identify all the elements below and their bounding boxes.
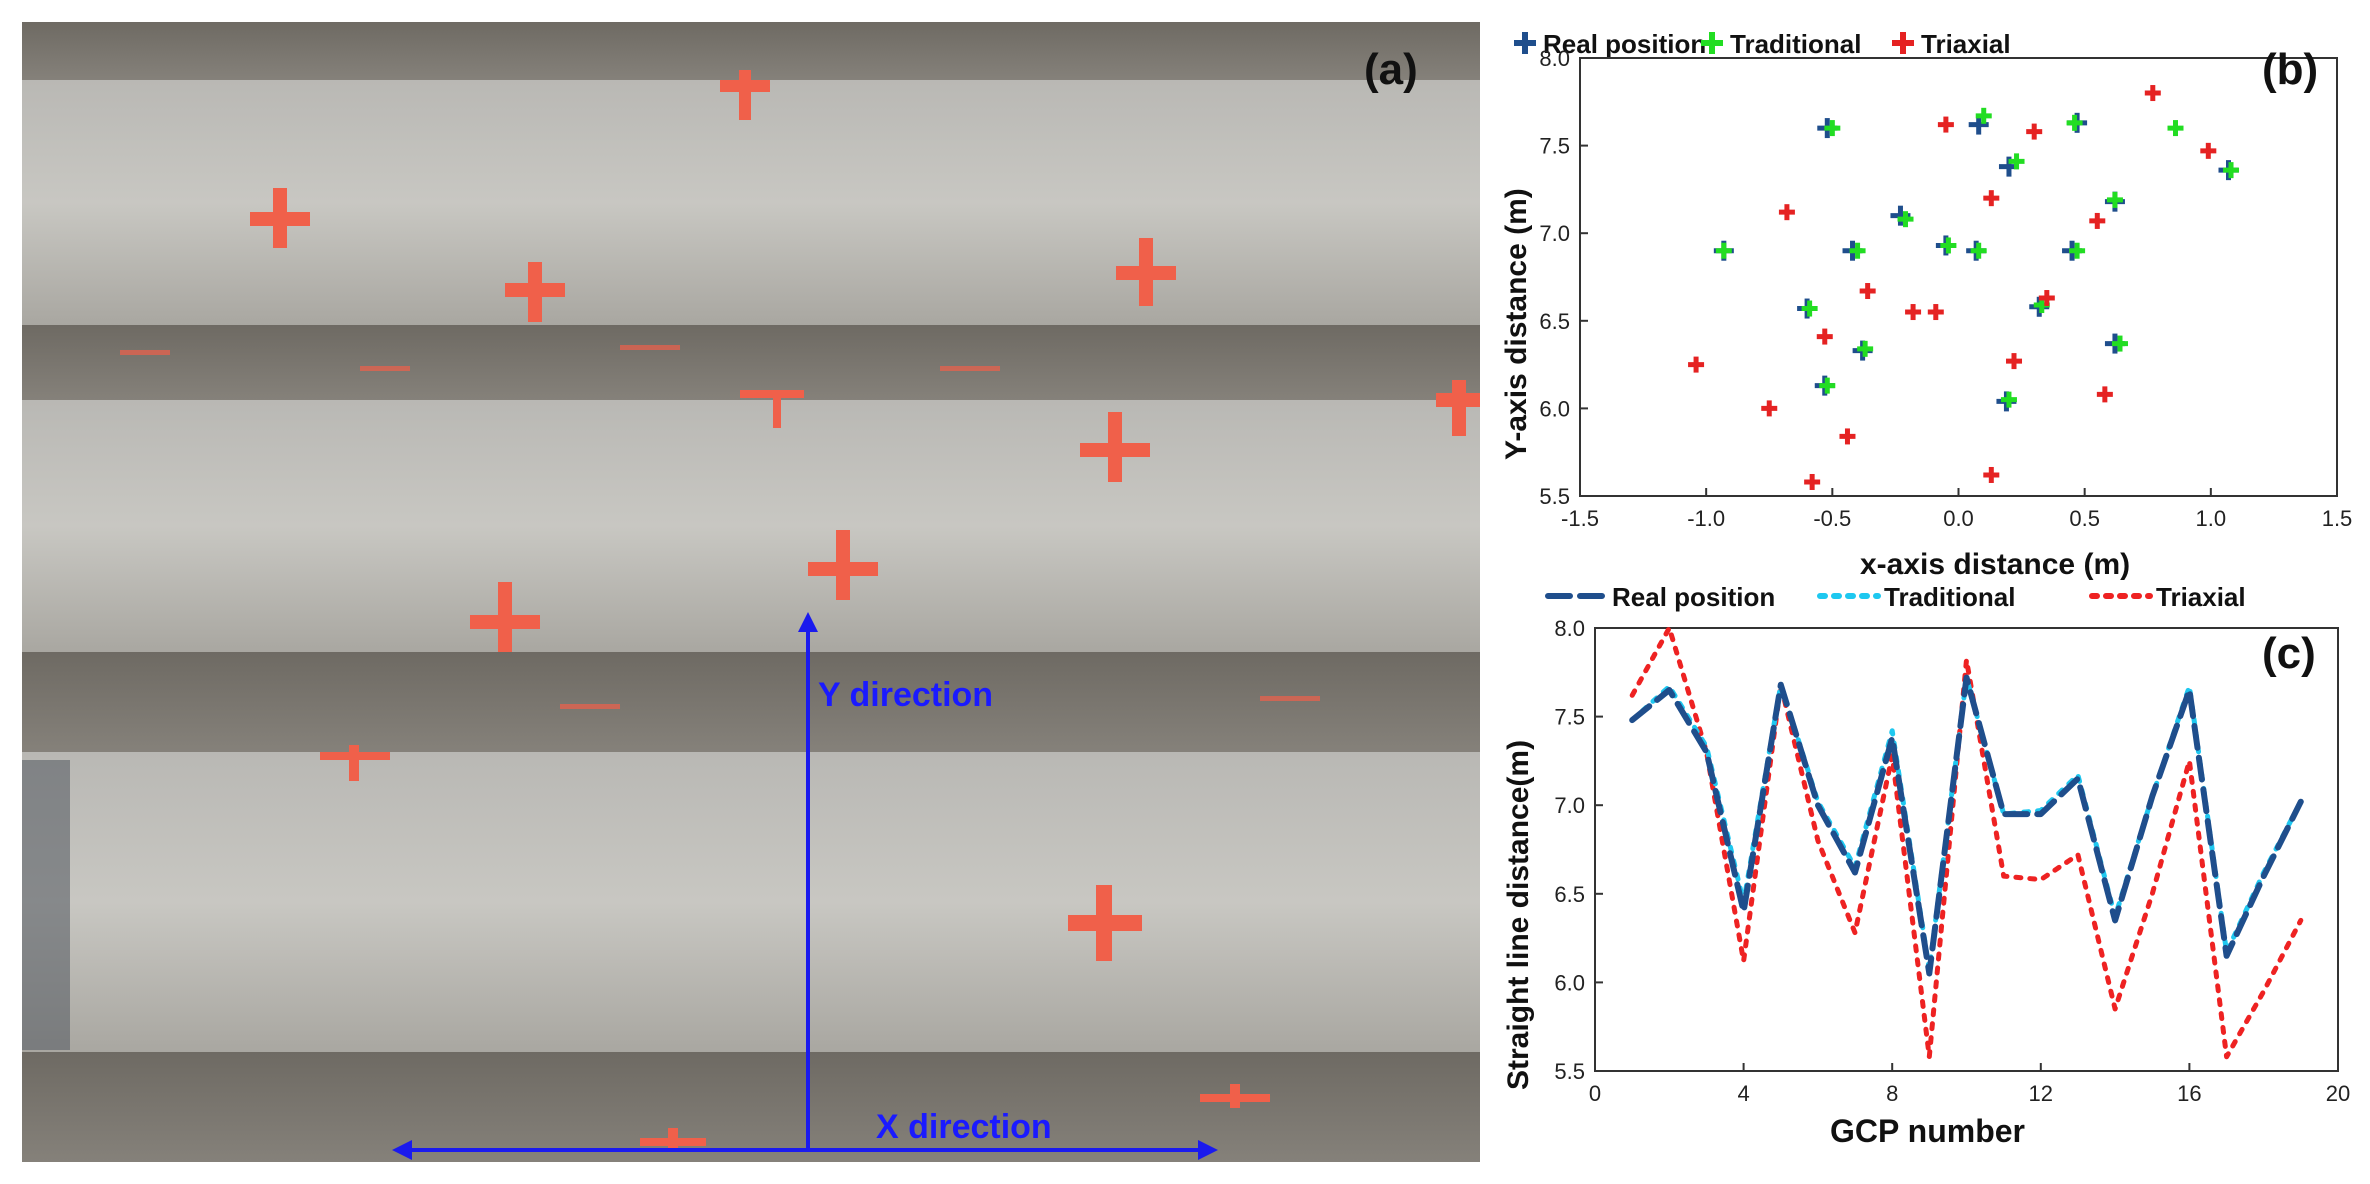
legend-label-c: Real position [1612, 582, 1775, 612]
point-triaxial [1816, 328, 1833, 345]
point-traditional [1970, 242, 1987, 259]
point-triaxial [2200, 142, 2217, 159]
legend-label-c: Traditional [1884, 582, 2015, 612]
point-triaxial [2006, 353, 2023, 370]
point-triaxial [2144, 85, 2161, 102]
y-tick-label-b: 7.0 [1539, 221, 1570, 246]
x-direction-label: X direction [876, 1108, 1052, 1146]
point-traditional [1975, 107, 1992, 124]
legend-label-b: Triaxial [1921, 29, 2011, 59]
point-traditional [1801, 300, 1818, 317]
points-b [1688, 85, 2240, 490]
point-traditional [1715, 242, 1732, 259]
x-tick-label-b: 1.5 [2322, 506, 2353, 531]
point-traditional [2000, 391, 2017, 408]
ticks-c: 0 4 8 12 16 20 5.5 6.0 6.5 7.0 7.5 8.0 [1554, 616, 2350, 1106]
point-triaxial [1859, 283, 1876, 300]
y-tick-label-b: 6.0 [1539, 396, 1570, 421]
point-traditional [1824, 120, 1841, 137]
x-tick-label-b: 1.0 [2196, 506, 2227, 531]
y-tick-label-c: 7.0 [1554, 793, 1585, 818]
panel-a-label: (a) [1364, 45, 1418, 94]
x-axis-title-c: GCP number [1830, 1113, 2025, 1149]
y-tick-label-b: 8.0 [1539, 46, 1570, 71]
y-axis-title-b: Y-axis distance (m) [1500, 188, 1533, 460]
point-traditional [1819, 377, 1836, 394]
point-traditional [1940, 237, 1957, 254]
series-line-real-position [1629, 674, 2304, 977]
legend-b: Real position Traditional Triaxial [1514, 29, 2011, 59]
y-direction-label: Y direction [818, 676, 993, 714]
x-tick-label-c: 16 [2177, 1081, 2201, 1106]
ticks-b: -1.5 -1.0 -0.5 0.0 0.5 1.0 1.5 5.5 6.0 6.5 7.0 7.5 8… [1539, 46, 2352, 531]
lines-c [1629, 625, 2304, 1060]
x-tick-label-b: -1.5 [1561, 506, 1599, 531]
y-tick-label-c: 6.0 [1554, 970, 1585, 995]
point-triaxial [2096, 386, 2113, 403]
point-triaxial [1804, 473, 1821, 490]
x-tick-label-b: -1.0 [1687, 506, 1725, 531]
point-triaxial [1937, 116, 1954, 133]
point-triaxial [2038, 290, 2055, 307]
point-traditional [2069, 242, 2086, 259]
plot-frame-c [1594, 627, 2339, 1072]
x-tick-label-b: 0.0 [1943, 506, 1974, 531]
point-triaxial [1983, 466, 2000, 483]
y-axis-title-c: Straight line distance(m) [1502, 740, 1535, 1090]
x-tick-label-b: -0.5 [1813, 506, 1851, 531]
x-axis-title-b: x-axis distance (m) [1860, 548, 2130, 581]
legend-marker-b [1701, 32, 1723, 54]
point-traditional [2223, 162, 2240, 179]
point-traditional [2111, 335, 2128, 352]
point-traditional [1849, 242, 1866, 259]
y-tick-label-b: 5.5 [1539, 484, 1570, 509]
y-tick-label-c: 5.5 [1554, 1059, 1585, 1084]
point-traditional [1857, 340, 1874, 357]
panel-b-label: (b) [2262, 45, 2318, 94]
point-triaxial [2089, 212, 2106, 229]
x-tick-label-b: 0.5 [2069, 506, 2100, 531]
photo-panel: Y direction X direction (a) [22, 22, 1480, 1162]
point-triaxial [2026, 123, 2043, 140]
x-tick-label-c: 8 [1886, 1081, 1898, 1106]
point-triaxial [1761, 400, 1778, 417]
point-triaxial [1839, 428, 1856, 445]
legend-marker-b [1514, 32, 1536, 54]
point-triaxial [1927, 304, 1944, 321]
point-traditional [2106, 191, 2123, 208]
y-tick-label-b: 7.5 [1539, 134, 1570, 159]
point-triaxial [1905, 304, 1922, 321]
panel-c-label: (c) [2262, 629, 2316, 678]
legend-label-b: Real position [1543, 29, 1706, 59]
point-traditional [2066, 114, 2083, 131]
x-tick-label-c: 0 [1589, 1081, 1601, 1106]
legend-label-b: Traditional [1730, 29, 1861, 59]
y-tick-label-c: 8.0 [1554, 616, 1585, 641]
legend-marker-b [1892, 32, 1914, 54]
x-tick-label-c: 20 [2326, 1081, 2350, 1106]
y-tick-label-b: 6.5 [1539, 309, 1570, 334]
y-tick-label-c: 6.5 [1554, 882, 1585, 907]
x-tick-label-c: 4 [1737, 1081, 1749, 1106]
marker-crosses [120, 70, 1480, 1150]
y-tick-label-c: 7.5 [1554, 705, 1585, 730]
x-tick-label-c: 12 [2029, 1081, 2053, 1106]
point-traditional [2167, 120, 2184, 137]
legend-c: Real position Traditional Triaxial [1545, 582, 2246, 612]
point-traditional [2008, 153, 2025, 170]
point-traditional [1897, 211, 1914, 228]
point-triaxial [1983, 190, 2000, 207]
series-line-traditional [1629, 675, 2304, 973]
legend-label-c: Triaxial [2156, 582, 2246, 612]
point-triaxial [1778, 204, 1795, 221]
point-triaxial [1688, 356, 1705, 373]
series-line-triaxial [1629, 625, 2304, 1060]
